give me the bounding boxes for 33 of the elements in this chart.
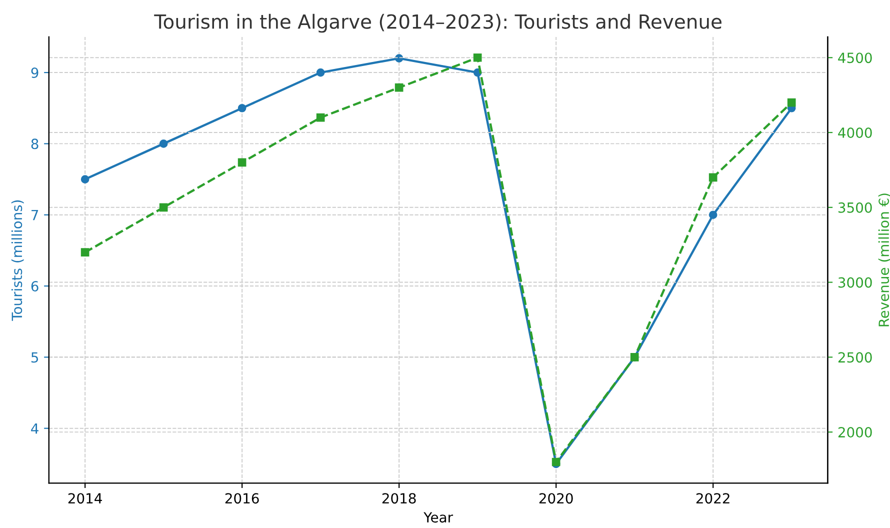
point (473, 53, 482, 62)
point (238, 104, 246, 112)
y-tick-label: 9 (31, 68, 38, 78)
x-tick-label: 2022 (696, 493, 730, 504)
x-axis-title: Year (424, 512, 454, 523)
point (708, 210, 718, 220)
x-tick-label: 2016 (225, 493, 259, 504)
point (80, 248, 90, 256)
point (787, 98, 796, 107)
y-tick-label: 5 (31, 352, 38, 363)
x-tick-label: 2014 (68, 493, 102, 504)
y2-tick-label: 3500 (838, 202, 872, 213)
x-tick-label: 2018 (382, 493, 416, 504)
y2-tick-label: 4000 (838, 127, 872, 138)
y-tick-label: 7 (32, 210, 38, 220)
y-tick-label: 4 (31, 423, 38, 434)
y2-tick-label: 3000 (838, 277, 872, 288)
point (238, 158, 246, 167)
x-tick-label: 2020 (539, 493, 573, 504)
y2-tick-label: 2500 (838, 352, 872, 363)
point (159, 140, 168, 148)
chart-title: Tourism in the Algarve (2014–2023): Tourists and Revenue (154, 14, 722, 33)
y2-tick-label: 4500 (838, 52, 872, 64)
y-tick-label: 6 (31, 280, 38, 292)
point (708, 173, 718, 182)
point (316, 68, 325, 77)
y-tick-label: 8 (31, 138, 38, 150)
point (394, 83, 404, 92)
point (159, 203, 168, 212)
point (316, 113, 325, 122)
y2-tick-label: 2000 (838, 427, 872, 438)
y-axis-title: Tourists (millions) (11, 200, 24, 321)
point (80, 175, 90, 184)
